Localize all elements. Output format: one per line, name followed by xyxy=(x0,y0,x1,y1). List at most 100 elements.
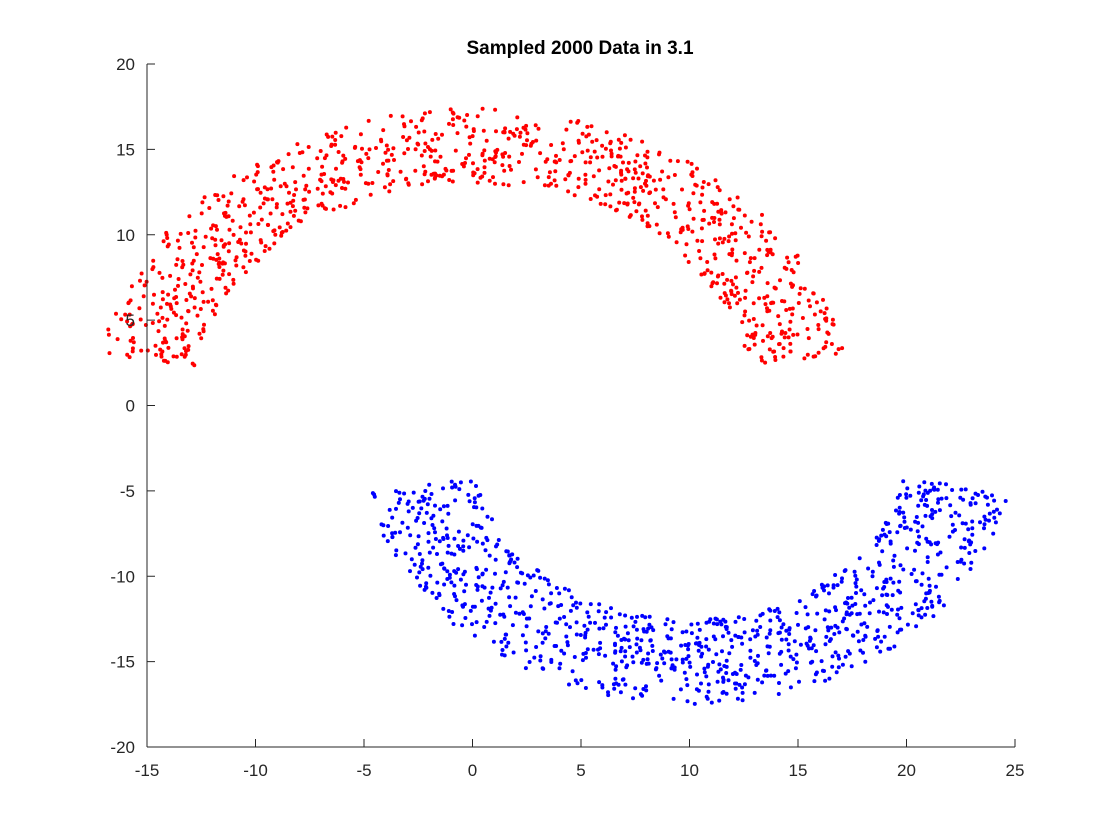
data-point-series-1 xyxy=(187,291,192,296)
data-point-series-1 xyxy=(757,269,762,274)
data-point-series-2 xyxy=(944,482,948,487)
data-point-series-2 xyxy=(613,676,618,681)
data-point-series-2 xyxy=(925,606,930,610)
data-point-series-2 xyxy=(915,540,920,545)
y-tick-label: 5 xyxy=(126,311,135,330)
data-point-series-2 xyxy=(861,638,866,642)
data-point-series-1 xyxy=(722,281,727,286)
data-point-series-1 xyxy=(370,181,375,185)
data-point-series-1 xyxy=(285,221,290,226)
data-point-series-2 xyxy=(811,643,816,648)
data-point-series-1 xyxy=(198,307,203,311)
data-point-series-2 xyxy=(648,638,653,643)
data-point-series-2 xyxy=(878,649,883,654)
data-point-series-1 xyxy=(572,154,577,159)
data-point-series-1 xyxy=(753,331,758,335)
data-point-series-1 xyxy=(619,140,624,145)
data-point-series-1 xyxy=(468,141,473,146)
data-point-series-2 xyxy=(863,659,868,664)
data-point-series-1 xyxy=(813,354,818,359)
data-point-series-1 xyxy=(471,129,476,133)
data-point-series-1 xyxy=(180,334,185,339)
data-point-series-2 xyxy=(564,634,569,639)
data-point-series-2 xyxy=(408,569,412,574)
data-point-series-1 xyxy=(760,323,765,328)
data-point-series-2 xyxy=(787,632,792,636)
data-point-series-2 xyxy=(917,534,921,539)
data-point-series-2 xyxy=(854,591,858,595)
data-point-series-1 xyxy=(623,145,628,150)
data-point-series-1 xyxy=(805,327,810,331)
data-point-series-1 xyxy=(752,342,757,347)
data-point-series-2 xyxy=(742,617,747,621)
data-point-series-1 xyxy=(750,280,755,285)
data-point-series-2 xyxy=(827,676,832,681)
data-point-series-2 xyxy=(844,612,849,617)
data-point-series-2 xyxy=(493,557,498,562)
data-point-series-1 xyxy=(482,170,487,175)
data-point-series-1 xyxy=(768,230,773,235)
data-point-series-2 xyxy=(937,600,942,605)
data-point-series-2 xyxy=(613,643,617,648)
data-point-series-2 xyxy=(702,670,707,675)
data-point-series-1 xyxy=(763,302,768,307)
data-point-series-2 xyxy=(554,644,559,648)
data-point-series-2 xyxy=(853,573,858,578)
data-point-series-2 xyxy=(935,487,940,492)
data-point-series-2 xyxy=(476,575,481,580)
data-point-series-1 xyxy=(209,226,214,231)
data-point-series-1 xyxy=(388,182,393,187)
data-point-series-2 xyxy=(973,549,978,553)
data-point-series-1 xyxy=(632,186,637,191)
data-point-series-1 xyxy=(752,256,757,261)
data-point-series-1 xyxy=(430,137,435,142)
data-point-series-2 xyxy=(697,640,702,645)
data-point-series-2 xyxy=(950,522,955,527)
data-point-series-1 xyxy=(549,181,553,186)
data-point-series-1 xyxy=(824,318,829,323)
data-point-series-2 xyxy=(930,516,935,521)
data-point-series-1 xyxy=(651,178,656,183)
data-point-series-2 xyxy=(983,494,988,499)
data-point-series-2 xyxy=(877,609,881,614)
data-point-series-2 xyxy=(873,636,878,641)
data-point-series-1 xyxy=(221,194,226,199)
data-point-series-1 xyxy=(784,266,789,271)
data-point-series-2 xyxy=(686,654,691,659)
data-point-series-2 xyxy=(472,496,477,501)
data-point-series-1 xyxy=(518,130,523,135)
data-point-series-2 xyxy=(663,650,667,655)
data-point-series-2 xyxy=(630,654,635,659)
data-point-series-1 xyxy=(238,225,243,230)
data-point-series-1 xyxy=(252,179,257,184)
data-point-series-2 xyxy=(633,619,638,624)
data-point-series-2 xyxy=(717,662,722,667)
y-tick-label: -5 xyxy=(120,482,135,501)
data-point-series-2 xyxy=(724,658,729,663)
data-point-series-2 xyxy=(485,538,490,543)
data-point-series-1 xyxy=(197,331,202,336)
data-point-series-1 xyxy=(231,277,236,282)
data-point-series-1 xyxy=(447,178,452,182)
data-point-series-1 xyxy=(640,139,645,144)
data-point-series-2 xyxy=(684,677,689,682)
data-point-series-1 xyxy=(773,355,778,359)
data-point-series-1 xyxy=(759,265,764,270)
data-point-series-1 xyxy=(197,270,202,275)
data-point-series-2 xyxy=(783,671,788,676)
data-point-series-2 xyxy=(684,629,689,634)
data-point-series-2 xyxy=(755,632,760,637)
data-point-series-1 xyxy=(328,190,333,195)
data-point-series-1 xyxy=(319,179,324,184)
data-point-series-1 xyxy=(211,223,216,228)
data-point-series-1 xyxy=(697,249,702,253)
data-point-series-2 xyxy=(435,580,440,585)
data-point-series-1 xyxy=(564,127,569,132)
data-point-series-1 xyxy=(272,177,277,182)
data-point-series-1 xyxy=(303,210,308,215)
data-point-series-2 xyxy=(756,653,760,658)
data-point-series-1 xyxy=(553,169,558,174)
data-point-series-1 xyxy=(785,255,790,260)
data-point-series-2 xyxy=(853,602,858,606)
